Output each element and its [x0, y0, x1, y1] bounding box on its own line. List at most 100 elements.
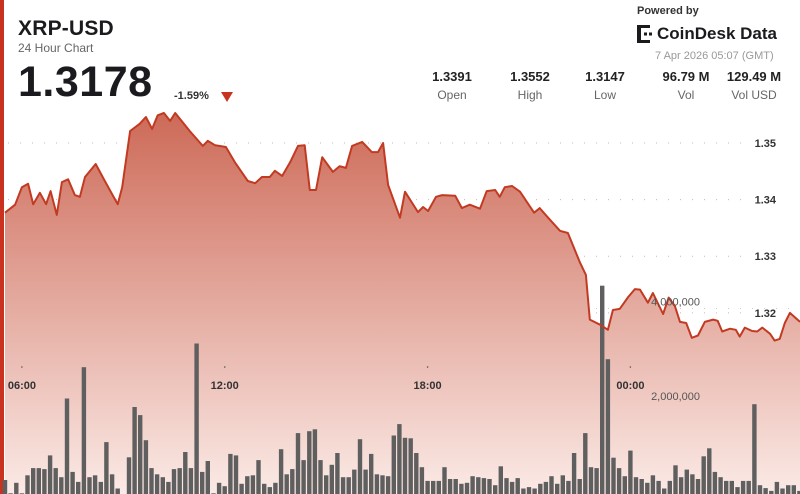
- volume-bar: [239, 483, 244, 494]
- volume-bar: [628, 450, 633, 494]
- volume-bar: [769, 490, 774, 494]
- volume-bar: [786, 485, 791, 494]
- volume-bar: [301, 460, 306, 494]
- volume-bar: [509, 481, 515, 494]
- volume-bar: [414, 453, 419, 494]
- timestamp: 7 Apr 2026 05:07 (GMT): [655, 50, 774, 62]
- time-tick-mark: [629, 366, 632, 368]
- volume-bar: [555, 483, 560, 494]
- coindesk-logo-icon: [637, 25, 652, 43]
- volume-bar: [14, 482, 19, 494]
- volume-bar: [678, 477, 684, 494]
- price-tick-label: 1.35: [755, 138, 776, 150]
- volume-bar: [707, 448, 712, 494]
- volume-bar: [712, 471, 718, 494]
- volume-bar: [329, 464, 334, 494]
- volume-bar: [397, 424, 402, 494]
- volume-bar: [645, 482, 650, 494]
- volume-bar: [42, 469, 47, 494]
- volume-bar: [425, 480, 430, 494]
- volume-bar: [673, 465, 678, 494]
- volume-bar: [752, 404, 757, 494]
- volume-bar: [70, 471, 75, 494]
- volume-bar: [47, 455, 53, 494]
- volume-bar: [481, 478, 487, 494]
- volume-bar: [774, 481, 780, 494]
- volume-bar: [340, 477, 346, 494]
- down-arrow-icon: [221, 92, 233, 102]
- volume-bar: [267, 487, 272, 494]
- volume-bar: [154, 474, 160, 494]
- volume-bar: [200, 471, 205, 494]
- volume-bar: [622, 476, 627, 494]
- stat-label: Vol USD: [731, 88, 777, 102]
- stat-value: 1.3391: [432, 69, 472, 84]
- volume-bar: [543, 481, 549, 494]
- axis-ticks: 1.35 1.34 1.33 1.32 4,000,000 2,000,000 06:00 1…: [8, 138, 777, 403]
- volume-bar: [76, 481, 81, 494]
- volume-bar: [605, 359, 611, 494]
- volume-bar: [64, 398, 70, 494]
- volume-bar: [498, 466, 503, 494]
- accent-stripe: [0, 0, 4, 494]
- volume-bar: [290, 469, 295, 494]
- volume-bar: [380, 475, 385, 494]
- volume-bar: [31, 468, 36, 494]
- volume-bar: [109, 474, 115, 494]
- volume-bar: [346, 477, 351, 494]
- volume-bar: [2, 480, 8, 494]
- volume-bar: [729, 480, 734, 494]
- volume-bar: [374, 474, 380, 494]
- volume-bar: [791, 485, 796, 494]
- volume-bar: [650, 475, 656, 494]
- volume-bar: [92, 475, 98, 494]
- volume-bar: [695, 479, 701, 494]
- powered-by-label: Powered by: [637, 5, 699, 17]
- stat-label: Open: [437, 88, 467, 102]
- volume-bar: [307, 431, 312, 494]
- volume-bar: [104, 442, 109, 494]
- price-tick-label: 1.32: [755, 308, 776, 320]
- stat-high: 1.3552 High: [485, 69, 575, 102]
- volume-bar: [53, 468, 58, 494]
- volume-bar: [149, 468, 154, 494]
- volume-bar: [143, 440, 149, 494]
- volume-bar: [205, 461, 210, 494]
- volume-bar: [746, 480, 751, 494]
- volume-bar: [701, 456, 706, 494]
- stat-label: Low: [593, 88, 616, 102]
- volume-bar: [385, 476, 391, 494]
- volume-bar: [600, 285, 605, 494]
- volume-bar: [538, 483, 543, 494]
- volume-bar: [690, 474, 695, 494]
- volume-bar: [549, 476, 554, 494]
- volume-bar: [228, 453, 233, 494]
- volume-bar: [36, 468, 41, 494]
- stat-label: High: [517, 88, 543, 102]
- volume-bar: [402, 437, 408, 494]
- volume-bar: [616, 468, 622, 494]
- volume-bar: [431, 480, 436, 494]
- volume-bar: [352, 469, 357, 494]
- time-tick-label: 18:00: [414, 380, 442, 392]
- volume-bar: [138, 415, 143, 494]
- stat-label: Vol: [677, 88, 695, 102]
- volume-bar: [588, 467, 594, 494]
- volume-bar: [724, 480, 729, 494]
- volume-bar: [194, 343, 199, 494]
- volume-bar: [571, 453, 577, 494]
- volume-bar: [250, 475, 256, 494]
- volume-bar: [115, 488, 120, 494]
- chart-subtitle: 24 Hour Chart: [18, 41, 94, 55]
- volume-bar: [233, 455, 239, 494]
- time-tick-mark: [21, 366, 23, 368]
- volume-bar: [780, 488, 785, 494]
- volume-bar: [245, 476, 250, 494]
- volume-bar: [594, 468, 599, 494]
- stat-vol-usd: 129.49 M Vol USD: [709, 69, 799, 102]
- volume-bar: [369, 453, 374, 494]
- volume-bar: [464, 482, 470, 494]
- stat-value: 1.3552: [510, 69, 550, 84]
- volume-bar: [662, 488, 667, 494]
- volume-bar: [470, 476, 475, 494]
